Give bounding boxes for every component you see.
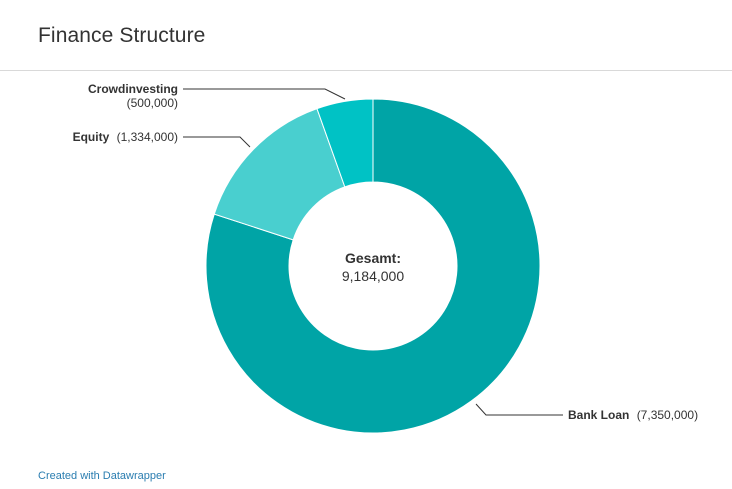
slice-label-crowdinvesting-name: Crowdinvesting — [88, 82, 178, 96]
donut-slices — [205, 98, 541, 434]
donut-slice-crowdinvesting — [316, 98, 374, 188]
slice-label-bank-loan-name: Bank Loan — [568, 408, 629, 422]
leader-lines — [183, 88, 563, 416]
leader-line-crowdinvesting — [183, 88, 346, 100]
slice-label-bank-loan-value: (7,350,000) — [637, 408, 698, 422]
slice-label-equity-value: (1,334,000) — [117, 130, 178, 144]
slice-label-equity: Equity (1,334,000) — [73, 130, 178, 144]
leader-line-equity — [183, 136, 251, 148]
slice-label-crowdinvesting-value: (500,000) — [127, 96, 178, 110]
chart-title: Finance Structure — [38, 24, 206, 47]
donut-slice-bank-loan — [205, 98, 541, 434]
datawrapper-credit-link[interactable]: Created with Datawrapper — [38, 470, 166, 482]
title-divider — [0, 70, 732, 71]
leader-line-bank-loan — [475, 403, 563, 416]
center-total-value: 9,184,000 — [342, 268, 404, 284]
slice-label-equity-name: Equity — [73, 130, 110, 144]
center-total-label: Gesamt: — [345, 250, 401, 266]
slice-label-bank-loan: Bank Loan (7,350,000) — [568, 408, 698, 422]
